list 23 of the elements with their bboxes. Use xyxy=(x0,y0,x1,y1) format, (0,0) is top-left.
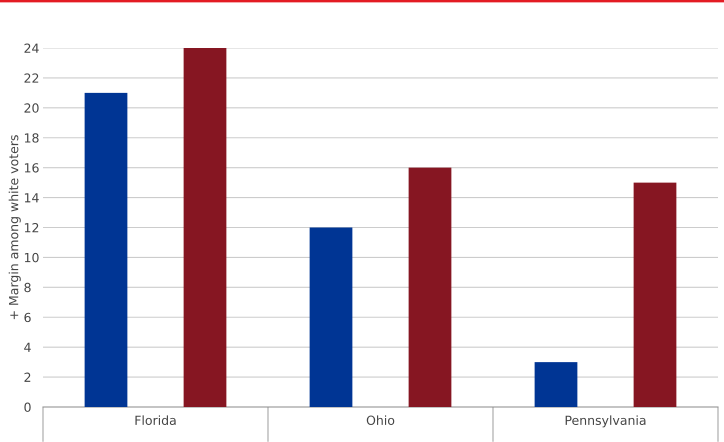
x-tick-label: Ohio xyxy=(366,415,394,426)
y-tick-label: 0 xyxy=(24,402,31,412)
y-tick-label: 16 xyxy=(24,163,39,173)
y-tick-label: 8 xyxy=(24,282,31,292)
y-tick-label: 4 xyxy=(24,342,31,352)
y-tick-label: 10 xyxy=(24,252,39,262)
y-tick-label: 2 xyxy=(24,372,30,382)
y-tick-label: 22 xyxy=(24,73,38,83)
y-tick-label: 18 xyxy=(24,133,39,143)
y-tick-label: 14 xyxy=(24,193,39,202)
x-tick-label: Florida xyxy=(135,415,176,426)
y-tick-label: 6 xyxy=(24,312,31,322)
bar xyxy=(408,168,452,407)
y-tick-label: 24 xyxy=(24,43,39,53)
y-axis-title: + Margin among white voters xyxy=(8,135,21,320)
y-tick-label: 20 xyxy=(24,103,39,113)
bar xyxy=(184,48,226,407)
y-tick-label: 12 xyxy=(24,222,38,232)
bar xyxy=(534,362,578,407)
bar xyxy=(634,182,676,407)
bar xyxy=(310,228,352,407)
x-tick-label: Pennsylvania xyxy=(566,415,646,428)
bar xyxy=(84,92,128,407)
